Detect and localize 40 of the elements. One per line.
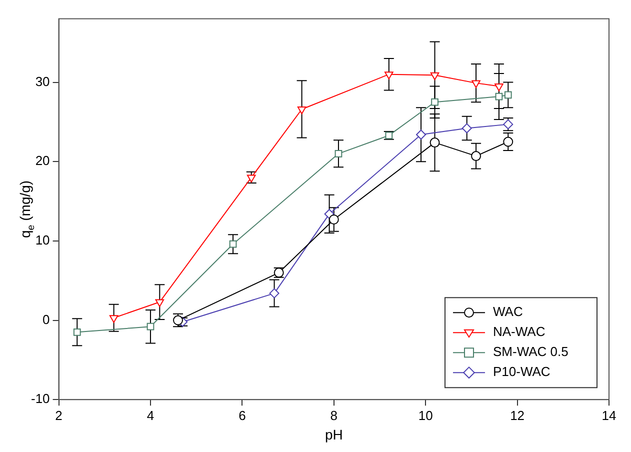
x-tick-label: 14 [602,408,616,423]
y-axis-title: qe (mg/g) [17,180,38,238]
x-tick-label: 2 [55,408,62,423]
point [297,106,306,114]
point [384,72,394,80]
legend-label: NA-WAC [493,324,546,340]
point [495,92,503,100]
point [471,151,482,162]
legend-label: P10-WAC [493,364,550,380]
x-tick-label: 10 [418,408,433,423]
point [472,80,480,88]
point [334,150,342,158]
y-tick-label: 20 [35,153,50,168]
x-tick-label: 6 [238,408,246,423]
point [246,174,256,182]
point [269,288,280,298]
legend-label: WAC [493,304,523,320]
point [430,72,440,80]
point [494,83,504,92]
point [503,136,514,147]
x-tick-label: 8 [330,408,338,423]
point [462,123,472,134]
y-tick-label: 30 [35,74,50,89]
y-tick-label: 10 [35,232,50,248]
point [431,98,438,106]
point [155,299,164,308]
point [146,322,154,330]
point [504,91,512,99]
x-axis-title: pH [324,426,343,442]
point [430,138,440,148]
x-tick-label: 4 [146,408,154,423]
y-tick-label: 0 [42,312,50,327]
point [229,240,237,248]
y-tick-label: -10 [30,391,50,406]
point [416,130,426,140]
legend-label: SM-WAC 0.5 [493,344,568,360]
point [109,315,118,323]
x-tick-label: 12 [510,408,525,423]
point [73,328,81,336]
point [328,214,339,225]
